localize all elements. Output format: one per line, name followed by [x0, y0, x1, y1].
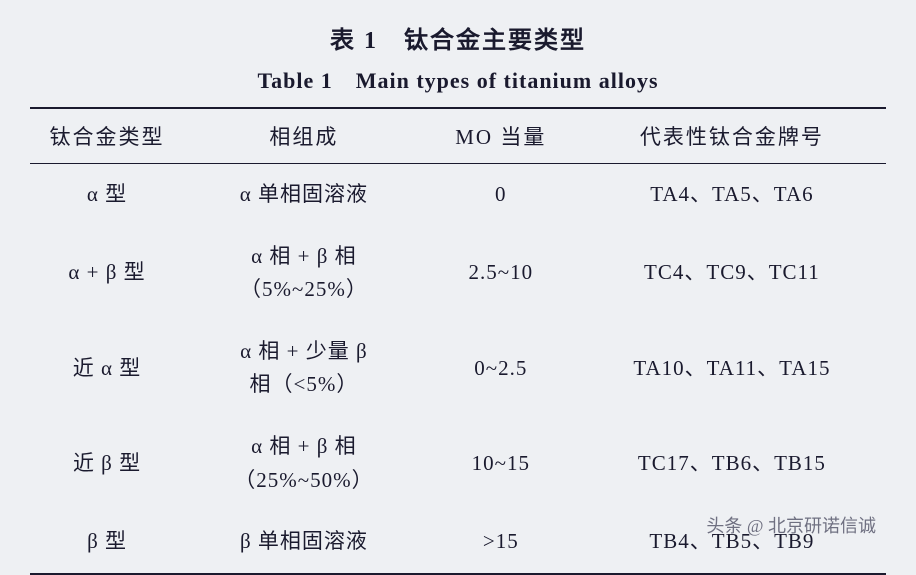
cell-grade: TC4、TC9、TC11 — [578, 226, 886, 321]
header-row: 钛合金类型 相组成 MO 当量 代表性钛合金牌号 — [30, 108, 886, 164]
col-header-grade: 代表性钛合金牌号 — [578, 108, 886, 164]
cell-mo: 2.5~10 — [424, 226, 578, 321]
alloy-table: 钛合金类型 相组成 MO 当量 代表性钛合金牌号 α 型 α 单相固溶液 0 T… — [30, 107, 886, 575]
cell-type: α + β 型 — [30, 226, 184, 321]
col-header-type: 钛合金类型 — [30, 108, 184, 164]
table-row: 近 α 型 α 相 + 少量 β相（<5%） 0~2.5 TA10、TA11、T… — [30, 321, 886, 416]
cell-mo: 10~15 — [424, 416, 578, 511]
cell-mo: >15 — [424, 511, 578, 574]
table-row: α + β 型 α 相 + β 相（5%~25%） 2.5~10 TC4、TC9… — [30, 226, 886, 321]
cell-phase: α 相 + β 相（5%~25%） — [184, 226, 424, 321]
cell-mo: 0 — [424, 164, 578, 226]
table-row: 近 β 型 α 相 + β 相（25%~50%） 10~15 TC17、TB6、… — [30, 416, 886, 511]
cell-mo: 0~2.5 — [424, 321, 578, 416]
cell-phase: β 单相固溶液 — [184, 511, 424, 574]
cell-type: β 型 — [30, 511, 184, 574]
cell-type: 近 β 型 — [30, 416, 184, 511]
cell-type: α 型 — [30, 164, 184, 226]
cell-grade: TA10、TA11、TA15 — [578, 321, 886, 416]
cell-grade: TA4、TA5、TA6 — [578, 164, 886, 226]
col-header-mo: MO 当量 — [424, 108, 578, 164]
table-caption: 表 1 钛合金主要类型 Table 1 Main types of titani… — [30, 20, 886, 95]
cell-grade: TC17、TB6、TB15 — [578, 416, 886, 511]
watermark-text: 头条 @ 北京研诺信诚 — [706, 512, 876, 538]
cell-phase: α 相 + β 相（25%~50%） — [184, 416, 424, 511]
table-row: α 型 α 单相固溶液 0 TA4、TA5、TA6 — [30, 164, 886, 226]
cell-type: 近 α 型 — [30, 321, 184, 416]
cell-phase: α 相 + 少量 β相（<5%） — [184, 321, 424, 416]
caption-cn: 表 1 钛合金主要类型 — [30, 20, 886, 55]
caption-en: Table 1 Main types of titanium alloys — [30, 63, 886, 95]
cell-phase: α 单相固溶液 — [184, 164, 424, 226]
col-header-phase: 相组成 — [184, 108, 424, 164]
